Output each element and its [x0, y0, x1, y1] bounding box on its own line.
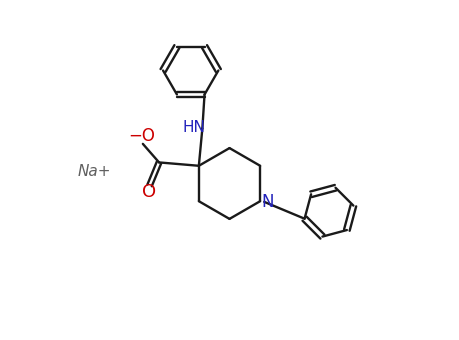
Text: Na+: Na+: [78, 164, 112, 179]
Text: HN: HN: [183, 120, 205, 135]
Text: −O: −O: [129, 128, 156, 146]
Text: N: N: [261, 193, 274, 211]
Text: O: O: [142, 183, 157, 201]
